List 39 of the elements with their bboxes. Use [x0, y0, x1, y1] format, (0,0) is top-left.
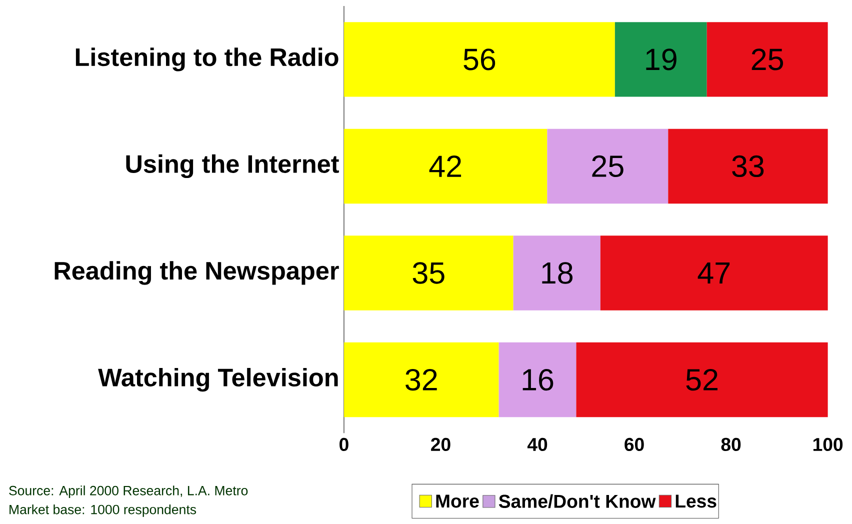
x-tick-label: 100	[813, 438, 843, 452]
y-tick-label: Watching Television	[98, 368, 338, 392]
bar	[344, 236, 514, 310]
bar	[344, 342, 499, 418]
y-tick-label: Listening to the Radio	[76, 48, 338, 72]
data-label: 25	[752, 48, 784, 70]
bar	[706, 22, 828, 97]
bar	[513, 236, 600, 310]
x-tick-label: 60	[624, 438, 644, 452]
source-note: Source: April 2000 Research, L.A. Metro	[9, 486, 248, 498]
bar	[576, 342, 828, 418]
data-label: 33	[732, 155, 764, 178]
x-tick-label: 0	[340, 438, 348, 452]
legend-label: Less	[676, 494, 716, 508]
y-tick-label: Reading the Newspaper	[54, 261, 339, 285]
data-label: 52	[686, 369, 718, 391]
bar	[668, 128, 828, 204]
data-label: 56	[464, 48, 496, 70]
legend-label: Same/Don't Know	[498, 494, 656, 508]
x-tick-label: 40	[527, 438, 548, 452]
x-tick-label: 20	[431, 438, 450, 452]
data-label: 47	[698, 262, 730, 284]
text: Market base: 1000 respondents	[10, 504, 196, 517]
bar	[547, 128, 668, 204]
bar	[600, 236, 828, 310]
data-label: 32	[406, 369, 437, 391]
y-tick-label: Using the Internet	[126, 154, 339, 178]
data-label: 16	[522, 369, 554, 391]
data-label: 35	[412, 262, 444, 284]
legend-label: More	[436, 494, 479, 508]
bar	[344, 128, 548, 204]
bar	[498, 342, 576, 418]
data-label: 18	[542, 262, 573, 284]
bar	[614, 22, 707, 97]
data-label: 42	[429, 156, 462, 177]
data-label: 25	[592, 155, 624, 178]
data-label: 19	[646, 48, 676, 70]
x-tick-label: 80	[721, 438, 741, 452]
bar	[344, 22, 615, 97]
